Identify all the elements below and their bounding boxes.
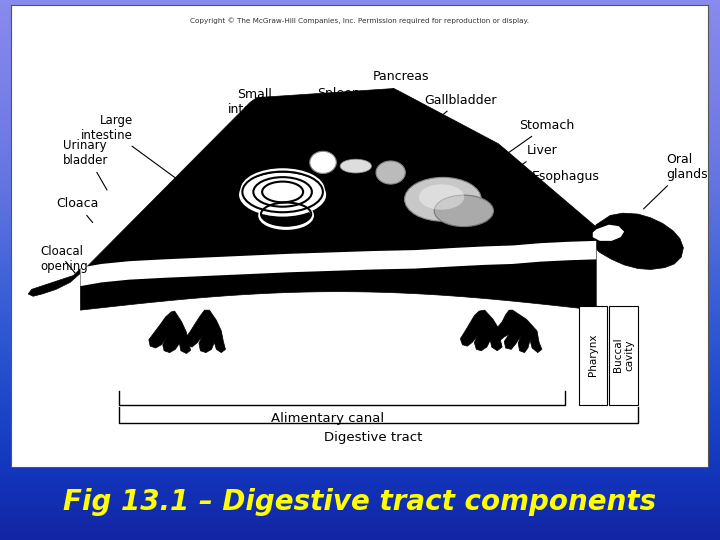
Text: Small
intestine: Small intestine [228, 89, 284, 146]
Polygon shape [81, 89, 596, 310]
Ellipse shape [340, 159, 372, 173]
Text: Cloaca: Cloaca [56, 198, 99, 222]
Bar [579, 306, 607, 405]
Text: Gallbladder: Gallbladder [410, 93, 497, 142]
Polygon shape [492, 310, 542, 353]
Polygon shape [149, 311, 191, 354]
Text: Urinary
bladder: Urinary bladder [63, 139, 109, 190]
Text: Fig 13.1 – Digestive tract components: Fig 13.1 – Digestive tract components [63, 488, 657, 516]
Ellipse shape [434, 195, 493, 227]
Text: Alimentary canal: Alimentary canal [271, 412, 384, 425]
Text: Oral
glands: Oral glands [644, 153, 708, 209]
Text: Spleen: Spleen [317, 86, 360, 137]
Text: Cloacal
opening: Cloacal opening [40, 245, 88, 273]
Text: Liver: Liver [498, 144, 557, 181]
Text: Buccal
cavity: Buccal cavity [613, 338, 634, 373]
Polygon shape [28, 268, 81, 296]
Polygon shape [590, 213, 683, 269]
Polygon shape [81, 241, 596, 286]
Bar [609, 306, 638, 405]
Polygon shape [185, 310, 225, 353]
Ellipse shape [239, 173, 326, 217]
Polygon shape [460, 310, 502, 351]
Ellipse shape [310, 151, 336, 173]
Text: Esophagus: Esophagus [516, 170, 600, 198]
Ellipse shape [419, 184, 464, 210]
Ellipse shape [405, 177, 481, 221]
Text: Large
intestine: Large intestine [81, 114, 190, 188]
Text: Pancreas: Pancreas [368, 70, 429, 128]
Text: Pharynx: Pharynx [588, 334, 598, 376]
Text: Stomach: Stomach [490, 119, 575, 165]
Ellipse shape [376, 161, 405, 184]
Text: Copyright © The McGraw-Hill Companies, Inc. Permission required for reproduction: Copyright © The McGraw-Hill Companies, I… [190, 17, 528, 24]
Polygon shape [593, 225, 624, 241]
Text: Digestive tract: Digestive tract [324, 430, 423, 443]
